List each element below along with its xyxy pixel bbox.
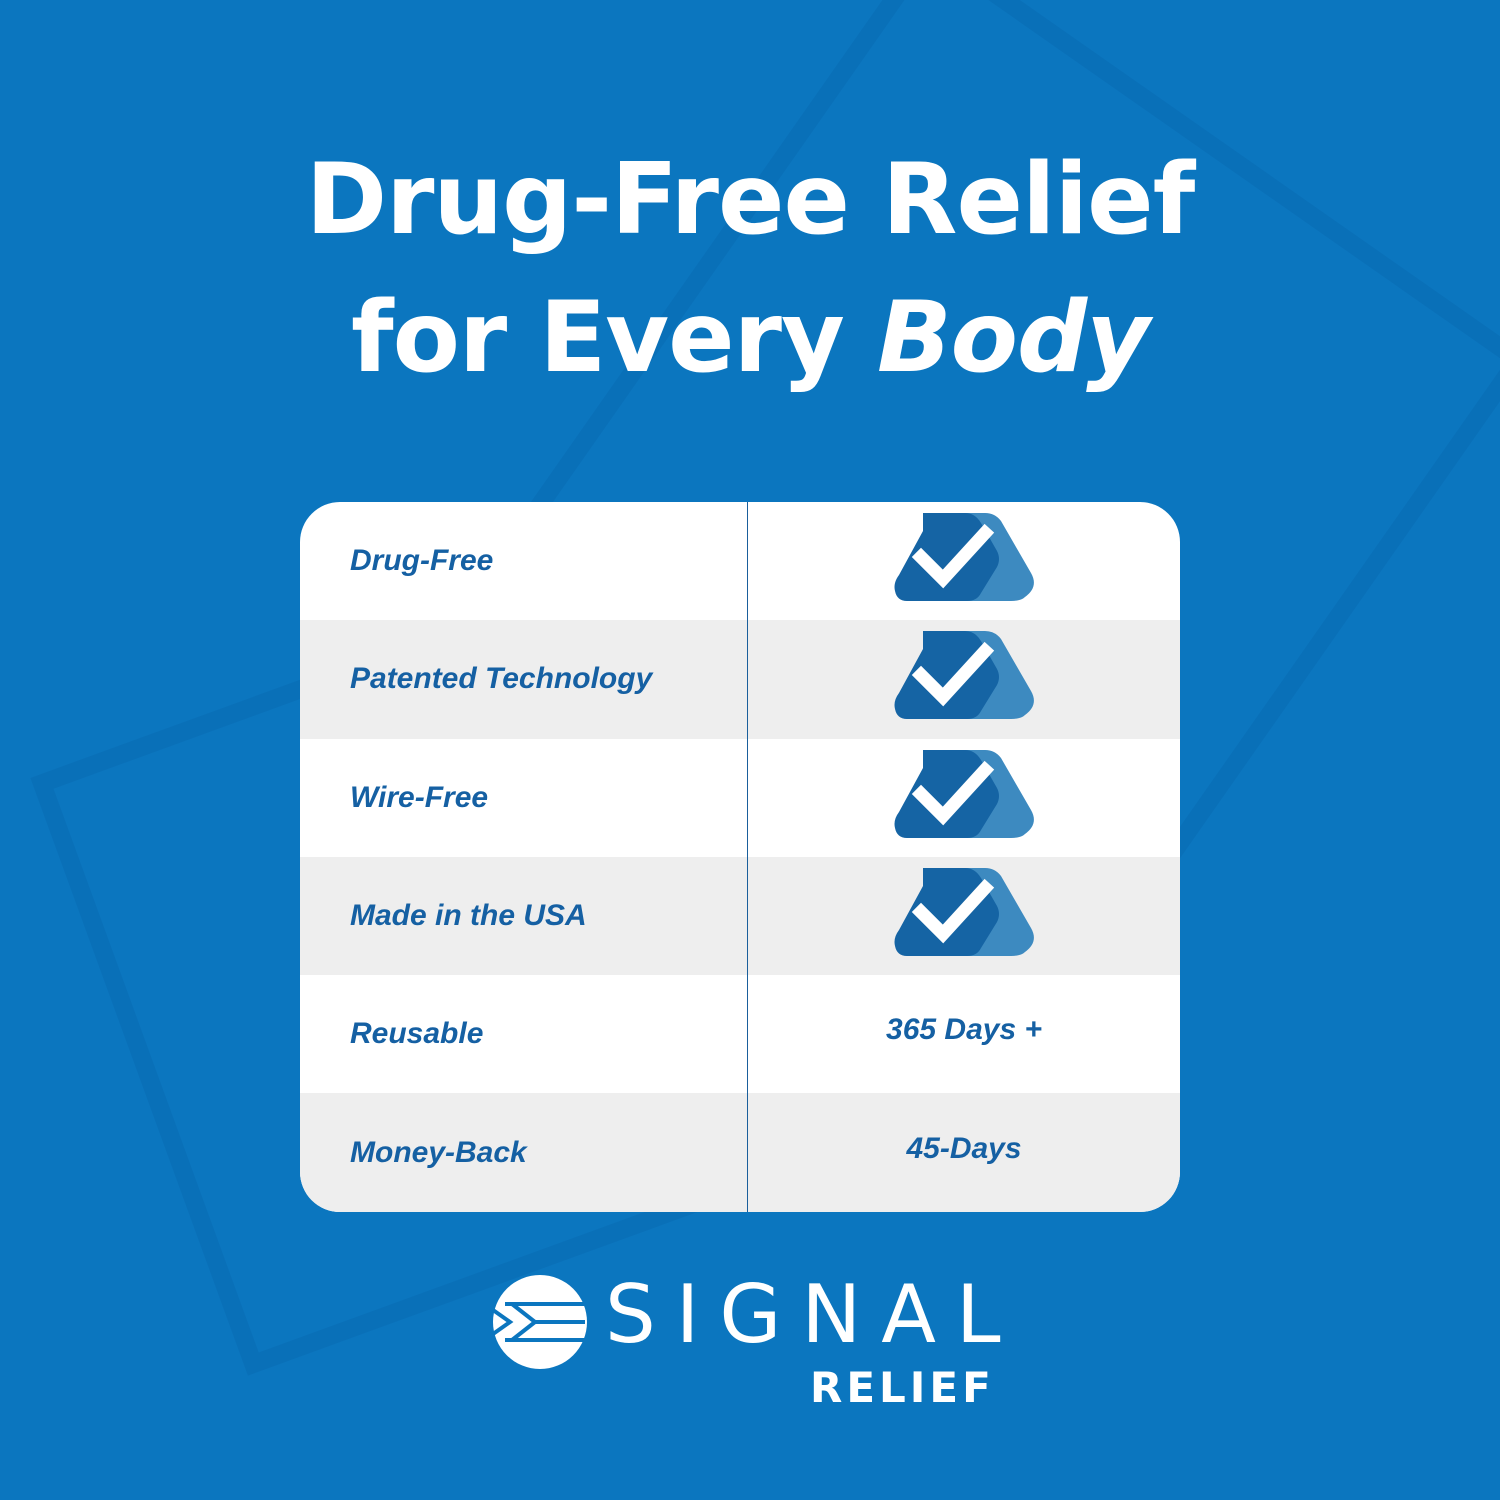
- value-text: 45-Days: [906, 1131, 1022, 1165]
- feature-value: [748, 502, 1180, 620]
- feature-value: 365 Days +: [748, 975, 1180, 1093]
- feature-label: Drug-Free: [300, 502, 748, 621]
- value-text: 365 Days +: [886, 1013, 1042, 1047]
- check-icon: [893, 629, 1035, 729]
- check-icon: [893, 748, 1035, 848]
- table-row: Patented Technology: [300, 620, 1180, 739]
- feature-value: [748, 739, 1180, 857]
- table-row: Money-Back 45-Days: [300, 1093, 1180, 1212]
- feature-label: Reusable: [300, 975, 748, 1094]
- check-icon: [893, 866, 1035, 966]
- feature-label: Wire-Free: [300, 738, 748, 857]
- brand-sub: RELIEF: [810, 1363, 995, 1412]
- table-row: Wire-Free: [300, 738, 1180, 857]
- table-row: Reusable 365 Days +: [300, 975, 1180, 1094]
- logo-mark-icon: [491, 1275, 587, 1369]
- headline-plain: for Every: [350, 281, 877, 395]
- brand-name: SIGNAL: [605, 1268, 1021, 1361]
- headline-line1: Drug-Free Relief: [305, 143, 1196, 257]
- headline-italic: Body: [876, 281, 1150, 395]
- table-row: Made in the USA: [300, 856, 1180, 976]
- comparison-table: Drug-Free Patented Technology Wire-Free Mad…: [300, 502, 1180, 1212]
- signal-relief-logo: SIGNAL RELIEF: [490, 1272, 1050, 1417]
- check-icon: [893, 511, 1035, 611]
- feature-label: Made in the USA: [300, 856, 748, 976]
- feature-value: [748, 620, 1180, 738]
- feature-label: Money-Back: [300, 1093, 748, 1212]
- feature-label: Patented Technology: [300, 620, 748, 739]
- feature-value: [748, 857, 1180, 975]
- headline-line2: for Every Body: [0, 278, 1500, 398]
- table-row: Drug-Free: [300, 502, 1180, 621]
- feature-value: 45-Days: [748, 1093, 1180, 1211]
